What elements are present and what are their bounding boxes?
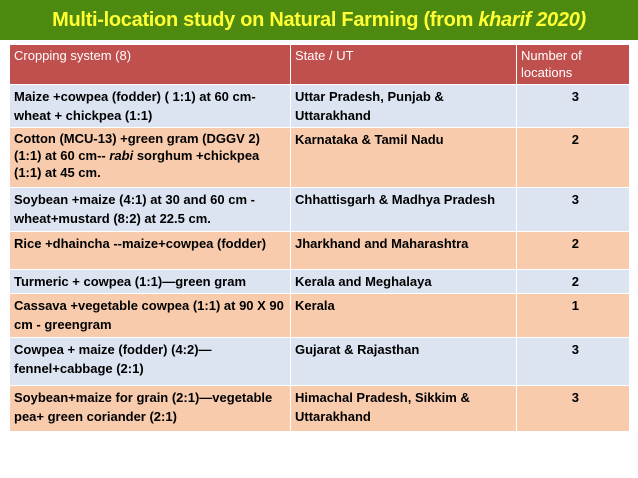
table-row: Rice +dhaincha --maize+cowpea (fodder) J… [9,231,630,270]
title-main: Multi-location study on Natural Farming … [52,8,479,31]
cell-system: Cotton (MCU-13) +green gram (DGGV 2) (1:… [9,127,291,188]
table-header-row: Cropping system (8) State / UT Number of… [9,44,630,85]
cropping-table: Cropping system (8) State / UT Number of… [9,44,630,432]
cell-system: Rice +dhaincha --maize+cowpea (fodder) [9,231,291,270]
table-row: Cassava +vegetable cowpea (1:1) at 90 X … [9,293,630,338]
cell-system: Soybean+maize for grain (2:1)—vegetable … [9,385,291,432]
cell-locations: 3 [516,385,630,432]
system-text: Cotton (MCU-13) +green gram (DGGV 2) (1:… [14,131,260,163]
cell-locations: 2 [516,269,630,294]
cell-system: Cassava +vegetable cowpea (1:1) at 90 X … [9,293,291,338]
cell-locations: 1 [516,293,630,338]
cell-locations: 2 [516,127,630,188]
table-row: Cowpea + maize (fodder) (4:2)—fennel+cab… [9,337,630,386]
cell-locations: 3 [516,84,630,128]
cell-state: Himachal Pradesh, Sikkim & Uttarakhand [290,385,517,432]
cell-state: Jharkhand and Maharashtra [290,231,517,270]
cell-locations: 3 [516,187,630,232]
title-italic: kharif 2020) [478,8,586,31]
title-bar: Multi-location study on Natural Farming … [0,0,638,40]
cell-system: Turmeric + cowpea (1:1)—green gram [9,269,291,294]
header-cropping-system: Cropping system (8) [9,44,291,85]
table-row: Turmeric + cowpea (1:1)—green gram Keral… [9,269,630,294]
cell-system: Soybean +maize (4:1) at 30 and 60 cm - w… [9,187,291,232]
header-locations: Number of locations [516,44,630,85]
table-row: Maize +cowpea (fodder) ( 1:1) at 60 cm-w… [9,84,630,128]
cell-state: Chhattisgarh & Madhya Pradesh [290,187,517,232]
table-row: Cotton (MCU-13) +green gram (DGGV 2) (1:… [9,127,630,188]
cell-state: Kerala [290,293,517,338]
page-title: Multi-location study on Natural Farming … [52,9,586,32]
cell-locations: 2 [516,231,630,270]
cell-state: Kerala and Meghalaya [290,269,517,294]
table-row: Soybean+maize for grain (2:1)—vegetable … [9,385,630,432]
system-text-post: sorghum +chickpea (1:1) at 45 cm. [14,148,260,180]
cell-system: Maize +cowpea (fodder) ( 1:1) at 60 cm-w… [9,84,291,128]
cell-state: Uttar Pradesh, Punjab & Uttarakhand [290,84,517,128]
system-italic: rabi [109,148,134,163]
table-row: Soybean +maize (4:1) at 30 and 60 cm - w… [9,187,630,232]
cell-system: Cowpea + maize (fodder) (4:2)—fennel+cab… [9,337,291,386]
cell-locations: 3 [516,337,630,386]
header-state: State / UT [290,44,517,85]
cell-state: Gujarat & Rajasthan [290,337,517,386]
cell-state: Karnataka & Tamil Nadu [290,127,517,188]
